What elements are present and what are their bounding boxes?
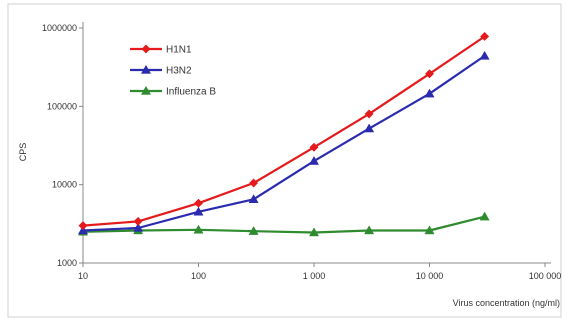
legend-swatch-marker: [141, 44, 151, 54]
data-point-influenza-b: [364, 225, 375, 235]
legend-item-influenza-b: Influenza B: [130, 85, 216, 98]
y-tick-label: 1000: [57, 258, 77, 268]
series-influenza-b: [77, 211, 490, 237]
legend-label: H3N2: [166, 66, 192, 77]
data-point-influenza-b: [193, 224, 204, 234]
x-axis-label: Virus concentration (ng/ml): [453, 298, 560, 308]
x-tick-label: 100 000: [529, 271, 562, 281]
legend-label: H1N1: [166, 45, 192, 56]
y-axis-label: CPS: [18, 143, 28, 162]
data-point-h1n1: [480, 31, 490, 42]
x-tick-label: 10 000: [416, 271, 444, 281]
y-tick-label: 100000: [47, 101, 77, 111]
y-tick-label: 1000000: [42, 23, 77, 33]
legend-label: Influenza B: [166, 87, 216, 98]
data-point-h1n1: [78, 221, 88, 231]
data-point-influenza-b: [308, 227, 320, 237]
plot-frame: [7, 3, 562, 318]
series-line-h3n2: [82, 54, 486, 232]
data-point-h3n2: [424, 88, 435, 98]
series-layer: [77, 31, 490, 237]
series-line-h1n1: [82, 35, 486, 227]
data-point-h1n1: [424, 69, 435, 79]
data-point-h1n1: [133, 216, 143, 226]
data-point-h1n1: [364, 109, 374, 119]
data-point-h1n1: [249, 178, 259, 188]
data-point-influenza-b: [248, 226, 259, 235]
y-tick-label: 10000: [52, 180, 77, 190]
series-h1n1: [78, 31, 490, 231]
data-point-h3n2: [479, 50, 490, 60]
legend-item-h1n1: H1N1: [130, 44, 192, 56]
series-line-influenza-b: [82, 215, 485, 234]
legend-swatch-marker: [140, 64, 152, 74]
data-point-h3n2: [364, 123, 375, 133]
data-point-h1n1: [309, 142, 319, 152]
data-point-influenza-b: [424, 225, 435, 235]
legend-swatch-marker: [140, 85, 152, 95]
data-point-h3n2: [248, 194, 259, 204]
data-point-h3n2: [193, 206, 204, 216]
data-point-h1n1: [193, 198, 204, 208]
data-point-h3n2: [308, 155, 320, 165]
legend: H1N1 H3N2 Influenza B: [130, 44, 216, 98]
x-tick-label: 10: [78, 271, 88, 281]
legend-item-h3n2: H3N2: [130, 64, 192, 77]
series-h3n2: [77, 50, 490, 235]
data-point-influenza-b: [479, 211, 490, 221]
data-point-h3n2: [133, 222, 144, 232]
x-tick-label: 1 000: [303, 271, 326, 281]
x-tick-label: 100: [191, 271, 206, 281]
